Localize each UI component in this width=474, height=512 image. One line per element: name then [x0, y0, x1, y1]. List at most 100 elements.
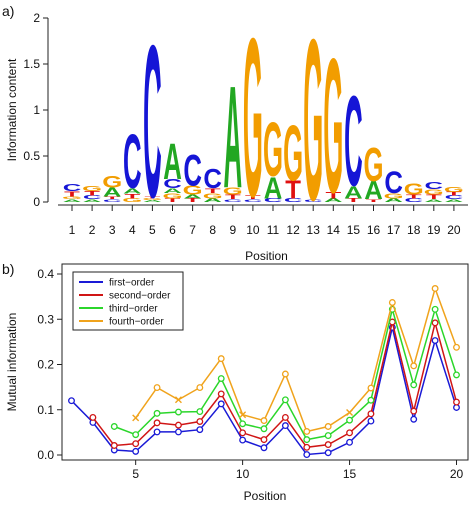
x-tick-label: 20	[447, 223, 461, 237]
logo-letter-G: G	[243, 0, 263, 245]
data-point	[239, 429, 247, 437]
data-point	[174, 396, 182, 404]
data-point	[453, 398, 460, 406]
logo-letter-G: G	[384, 192, 404, 200]
data-point	[217, 400, 225, 408]
data-point	[174, 421, 182, 429]
data-point	[174, 408, 182, 416]
logo-letter-C: C	[203, 163, 222, 194]
logo-letter-A: A	[63, 198, 82, 202]
logo-letter-C: C	[384, 165, 403, 200]
x-tick-label: 16	[367, 223, 381, 237]
data-point	[260, 425, 268, 433]
logo-letter-T: T	[245, 195, 262, 201]
y-tick-label: 0.1	[37, 403, 54, 417]
data-point	[410, 407, 418, 415]
legend-label: second−order	[109, 291, 171, 302]
logo-letter-T: T	[446, 191, 463, 197]
legend-label: first−order	[109, 278, 155, 289]
data-point	[89, 413, 97, 421]
logo-letter-G: G	[424, 188, 444, 196]
logo-letter-T: T	[124, 193, 140, 200]
logo-letter-G: G	[82, 184, 102, 192]
y-tick-label: 1	[33, 103, 40, 117]
series-line-4	[135, 286, 458, 433]
logo-letter-A: A	[183, 194, 202, 200]
data-point	[196, 384, 204, 392]
logo-letter-G: G	[363, 138, 383, 192]
data-point	[110, 423, 118, 430]
logo-letter-C: C	[83, 195, 102, 201]
logo-letter-T: T	[205, 187, 221, 194]
logo-letter-T: T	[165, 197, 182, 203]
data-point	[410, 415, 418, 423]
data-point	[324, 432, 332, 439]
logo-letter-A: A	[445, 198, 464, 202]
data-point	[132, 414, 140, 422]
logo-letter-A: A	[123, 187, 142, 195]
data-point	[388, 299, 396, 306]
x-tick-label: 6	[169, 223, 176, 237]
x-tick-label: 2	[89, 223, 96, 237]
logo-letter-C: C	[425, 180, 444, 191]
data-point	[281, 413, 289, 421]
data-point	[324, 441, 332, 449]
x-tick-label: 15	[347, 223, 361, 237]
data-point	[453, 371, 460, 379]
logo-letter-C: C	[143, 0, 162, 243]
plot-frame	[61, 263, 469, 461]
x-tick-label: 9	[229, 223, 236, 237]
logo-letter-A: A	[224, 56, 243, 219]
x-tick-label: 19	[427, 223, 441, 237]
data-point	[174, 428, 182, 436]
data-point	[303, 436, 311, 444]
logo-letter-T: T	[406, 194, 423, 200]
logo-letter-C: C	[445, 195, 464, 201]
data-point	[132, 440, 140, 448]
x-tick-label: 1	[69, 223, 76, 237]
logo-letter-G: G	[62, 196, 82, 200]
logo-letter-A: A	[163, 132, 182, 190]
legend-label: fourth−order	[109, 317, 164, 328]
logo-letter-A: A	[324, 197, 343, 203]
y-tick-label: 1.5	[23, 57, 40, 71]
logo-letter-A: A	[364, 177, 383, 205]
logo-letter-T: T	[426, 193, 442, 200]
logo-letter-G: G	[122, 197, 142, 203]
logo-letter-C: C	[63, 182, 82, 193]
logo-letter-A: A	[203, 197, 222, 203]
data-point	[431, 337, 439, 344]
y-axis-title: Information content	[5, 58, 19, 161]
data-point	[367, 396, 375, 404]
data-point	[196, 426, 204, 434]
y-axis-title: Mutual information	[5, 313, 19, 412]
data-point	[153, 428, 161, 436]
data-point	[132, 431, 140, 439]
logo-letter-G: G	[303, 0, 323, 248]
logo-letter-G: G	[223, 186, 243, 197]
x-tick-label: 10	[236, 467, 250, 481]
y-tick-label: 2	[33, 11, 40, 25]
x-tick-label: 12	[286, 223, 300, 237]
y-tick-label: 0	[33, 195, 40, 209]
logo-letter-C: C	[284, 197, 303, 203]
x-tick-label: 10	[246, 223, 260, 237]
data-point	[153, 419, 161, 427]
data-point	[324, 423, 332, 430]
x-tick-label: 18	[407, 223, 421, 237]
logo-letter-C: C	[103, 198, 122, 202]
data-point	[303, 451, 311, 458]
data-point	[346, 438, 354, 446]
y-tick-label: 0.4	[37, 267, 54, 281]
data-point	[281, 370, 289, 378]
y-tick-label: 0.3	[37, 312, 54, 326]
data-point	[217, 390, 225, 398]
x-tick-label: 11	[267, 223, 280, 237]
data-point	[453, 404, 460, 411]
logo-letter-A: A	[103, 186, 122, 200]
logo-letter-C: C	[183, 145, 202, 195]
data-point	[260, 436, 268, 444]
y-tick-label: 0.0	[37, 448, 54, 462]
data-point	[281, 422, 289, 430]
